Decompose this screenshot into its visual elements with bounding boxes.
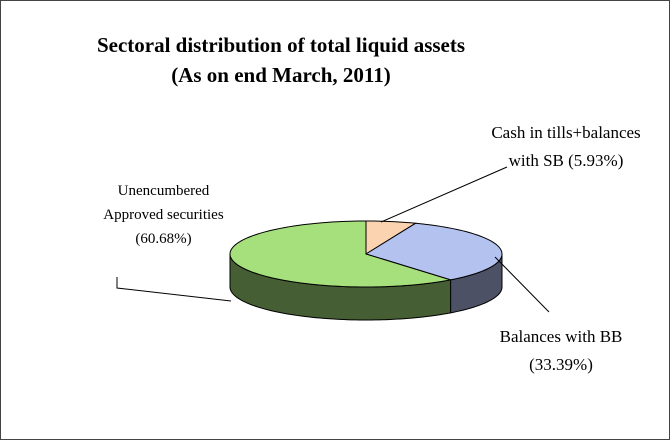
slice-value: (5.93%) [568,151,624,170]
leader-line [116,277,232,302]
slice-label: Unencumbered Approved securities (60.68%… [96,179,231,251]
slice-name: Balances with BB [499,327,623,346]
slice-value: (60.68%) [135,231,192,247]
slice-name: Cash in tills+balances with SB [491,123,641,170]
slice-label: Balances with BB (33.39%) [481,323,641,379]
chart-subtitle: (As on end March, 2011) [171,63,391,87]
leader-line [380,166,508,223]
slice [229,220,451,288]
leader-line [494,256,550,313]
chart-title: Sectoral distribution of total liquid as… [96,33,466,57]
slice-value: (33.39%) [529,355,593,374]
slice-label: Cash in tills+balances with SB (5.93%) [491,119,641,175]
slice [364,222,503,281]
slice-name: Unencumbered Approved securities [103,183,224,223]
